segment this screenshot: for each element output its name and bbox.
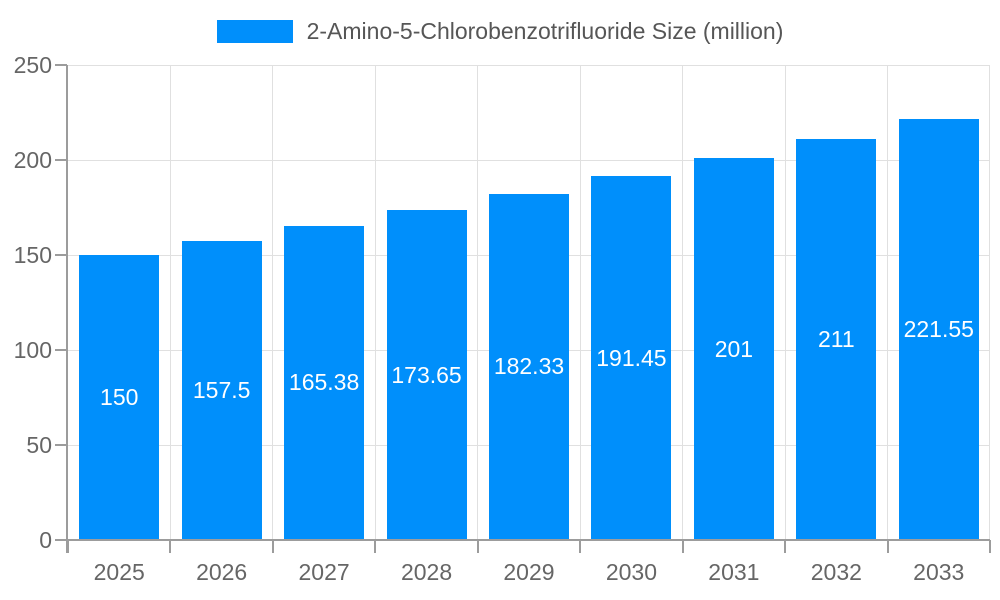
y-tick-250 <box>55 64 67 66</box>
bar-2026[interactable]: 157.5 <box>181 240 262 540</box>
gridline-v-8 <box>887 65 889 540</box>
bar-value-label-2033: 221.55 <box>903 316 974 343</box>
bar-2030[interactable]: 191.45 <box>591 176 672 540</box>
gridline-v-6 <box>682 65 684 540</box>
x-tick-9 <box>989 540 991 553</box>
y-axis-label-150: 150 <box>13 242 52 268</box>
x-axis-label-2029: 2029 <box>503 559 555 585</box>
x-tick-2 <box>271 540 274 553</box>
bar-2033[interactable]: 221.55 <box>898 119 979 540</box>
bar-2027[interactable]: 165.38 <box>284 225 365 540</box>
bar-value-label-2031: 201 <box>714 335 754 362</box>
y-tick-150 <box>55 254 67 256</box>
bar-2032[interactable]: 211 <box>796 139 877 540</box>
y-axis-label-50: 50 <box>26 432 52 458</box>
x-axis-label-2033: 2033 <box>913 559 965 585</box>
legend[interactable]: 2-Amino-5-Chlorobenzotrifluoride Size (m… <box>0 18 1000 45</box>
plot-area: 150 157.5 165.38 173.65 182.33 191.45 201 211 22… <box>68 64 990 540</box>
bar-value-label-2028: 173.65 <box>391 361 462 388</box>
plot-right-border <box>989 65 990 540</box>
legend-marker-icon <box>216 20 293 43</box>
x-tick-8 <box>886 540 889 553</box>
bar-value-label-2032: 211 <box>817 326 855 353</box>
gridline-v-1 <box>169 65 171 540</box>
gridline-v-5 <box>579 65 581 540</box>
bar-value-label-2026: 157.5 <box>192 376 251 403</box>
bar-value-label-2027: 165.38 <box>288 369 360 396</box>
x-axis-label-2028: 2028 <box>400 559 453 585</box>
y-axis-label-100: 100 <box>13 337 52 363</box>
x-tick-5 <box>579 540 582 553</box>
bar-value-label-2030: 191.45 <box>596 344 667 371</box>
x-axis-line <box>56 539 990 541</box>
bar-value-label-2025: 150 <box>100 384 139 410</box>
legend-label: 2-Amino-5-Chlorobenzotrifluoride Size (m… <box>306 18 784 44</box>
x-axis-label-2026: 2026 <box>196 559 248 585</box>
gridline-h-250 <box>68 64 990 66</box>
x-tick-3 <box>374 540 377 553</box>
bar-2031[interactable]: 201 <box>693 158 774 540</box>
gridline-v-7 <box>784 65 786 540</box>
x-tick-6 <box>681 540 684 553</box>
gridline-h-200 <box>68 159 990 161</box>
bar-2028[interactable]: 173.65 <box>386 210 467 540</box>
bar-2029[interactable]: 182.33 <box>489 193 569 540</box>
bar-2025[interactable]: 150 <box>79 255 160 540</box>
x-axis-label-2030: 2030 <box>605 559 658 585</box>
x-axis-label-2025: 2025 <box>93 559 145 585</box>
gridline-v-4 <box>477 65 479 540</box>
y-tick-50 <box>55 444 67 446</box>
gridline-v-3 <box>374 65 376 540</box>
bar-value-label-2029: 182.33 <box>493 353 565 380</box>
x-tick-4 <box>476 540 479 553</box>
y-axis-label-200: 200 <box>13 147 52 173</box>
y-tick-200 <box>55 159 67 161</box>
x-axis-label-2027: 2027 <box>298 559 350 585</box>
x-tick-1 <box>169 540 172 553</box>
y-axis-label-250: 250 <box>13 52 52 78</box>
x-tick-7 <box>784 540 787 553</box>
x-tick-0 <box>67 540 69 553</box>
y-axis-line <box>66 65 68 553</box>
x-axis-label-2032: 2032 <box>810 559 862 585</box>
y-tick-100 <box>55 349 67 351</box>
gridline-v-2 <box>272 65 274 540</box>
y-axis-label-0: 0 <box>39 527 52 553</box>
x-axis-label-2031: 2031 <box>708 559 760 585</box>
